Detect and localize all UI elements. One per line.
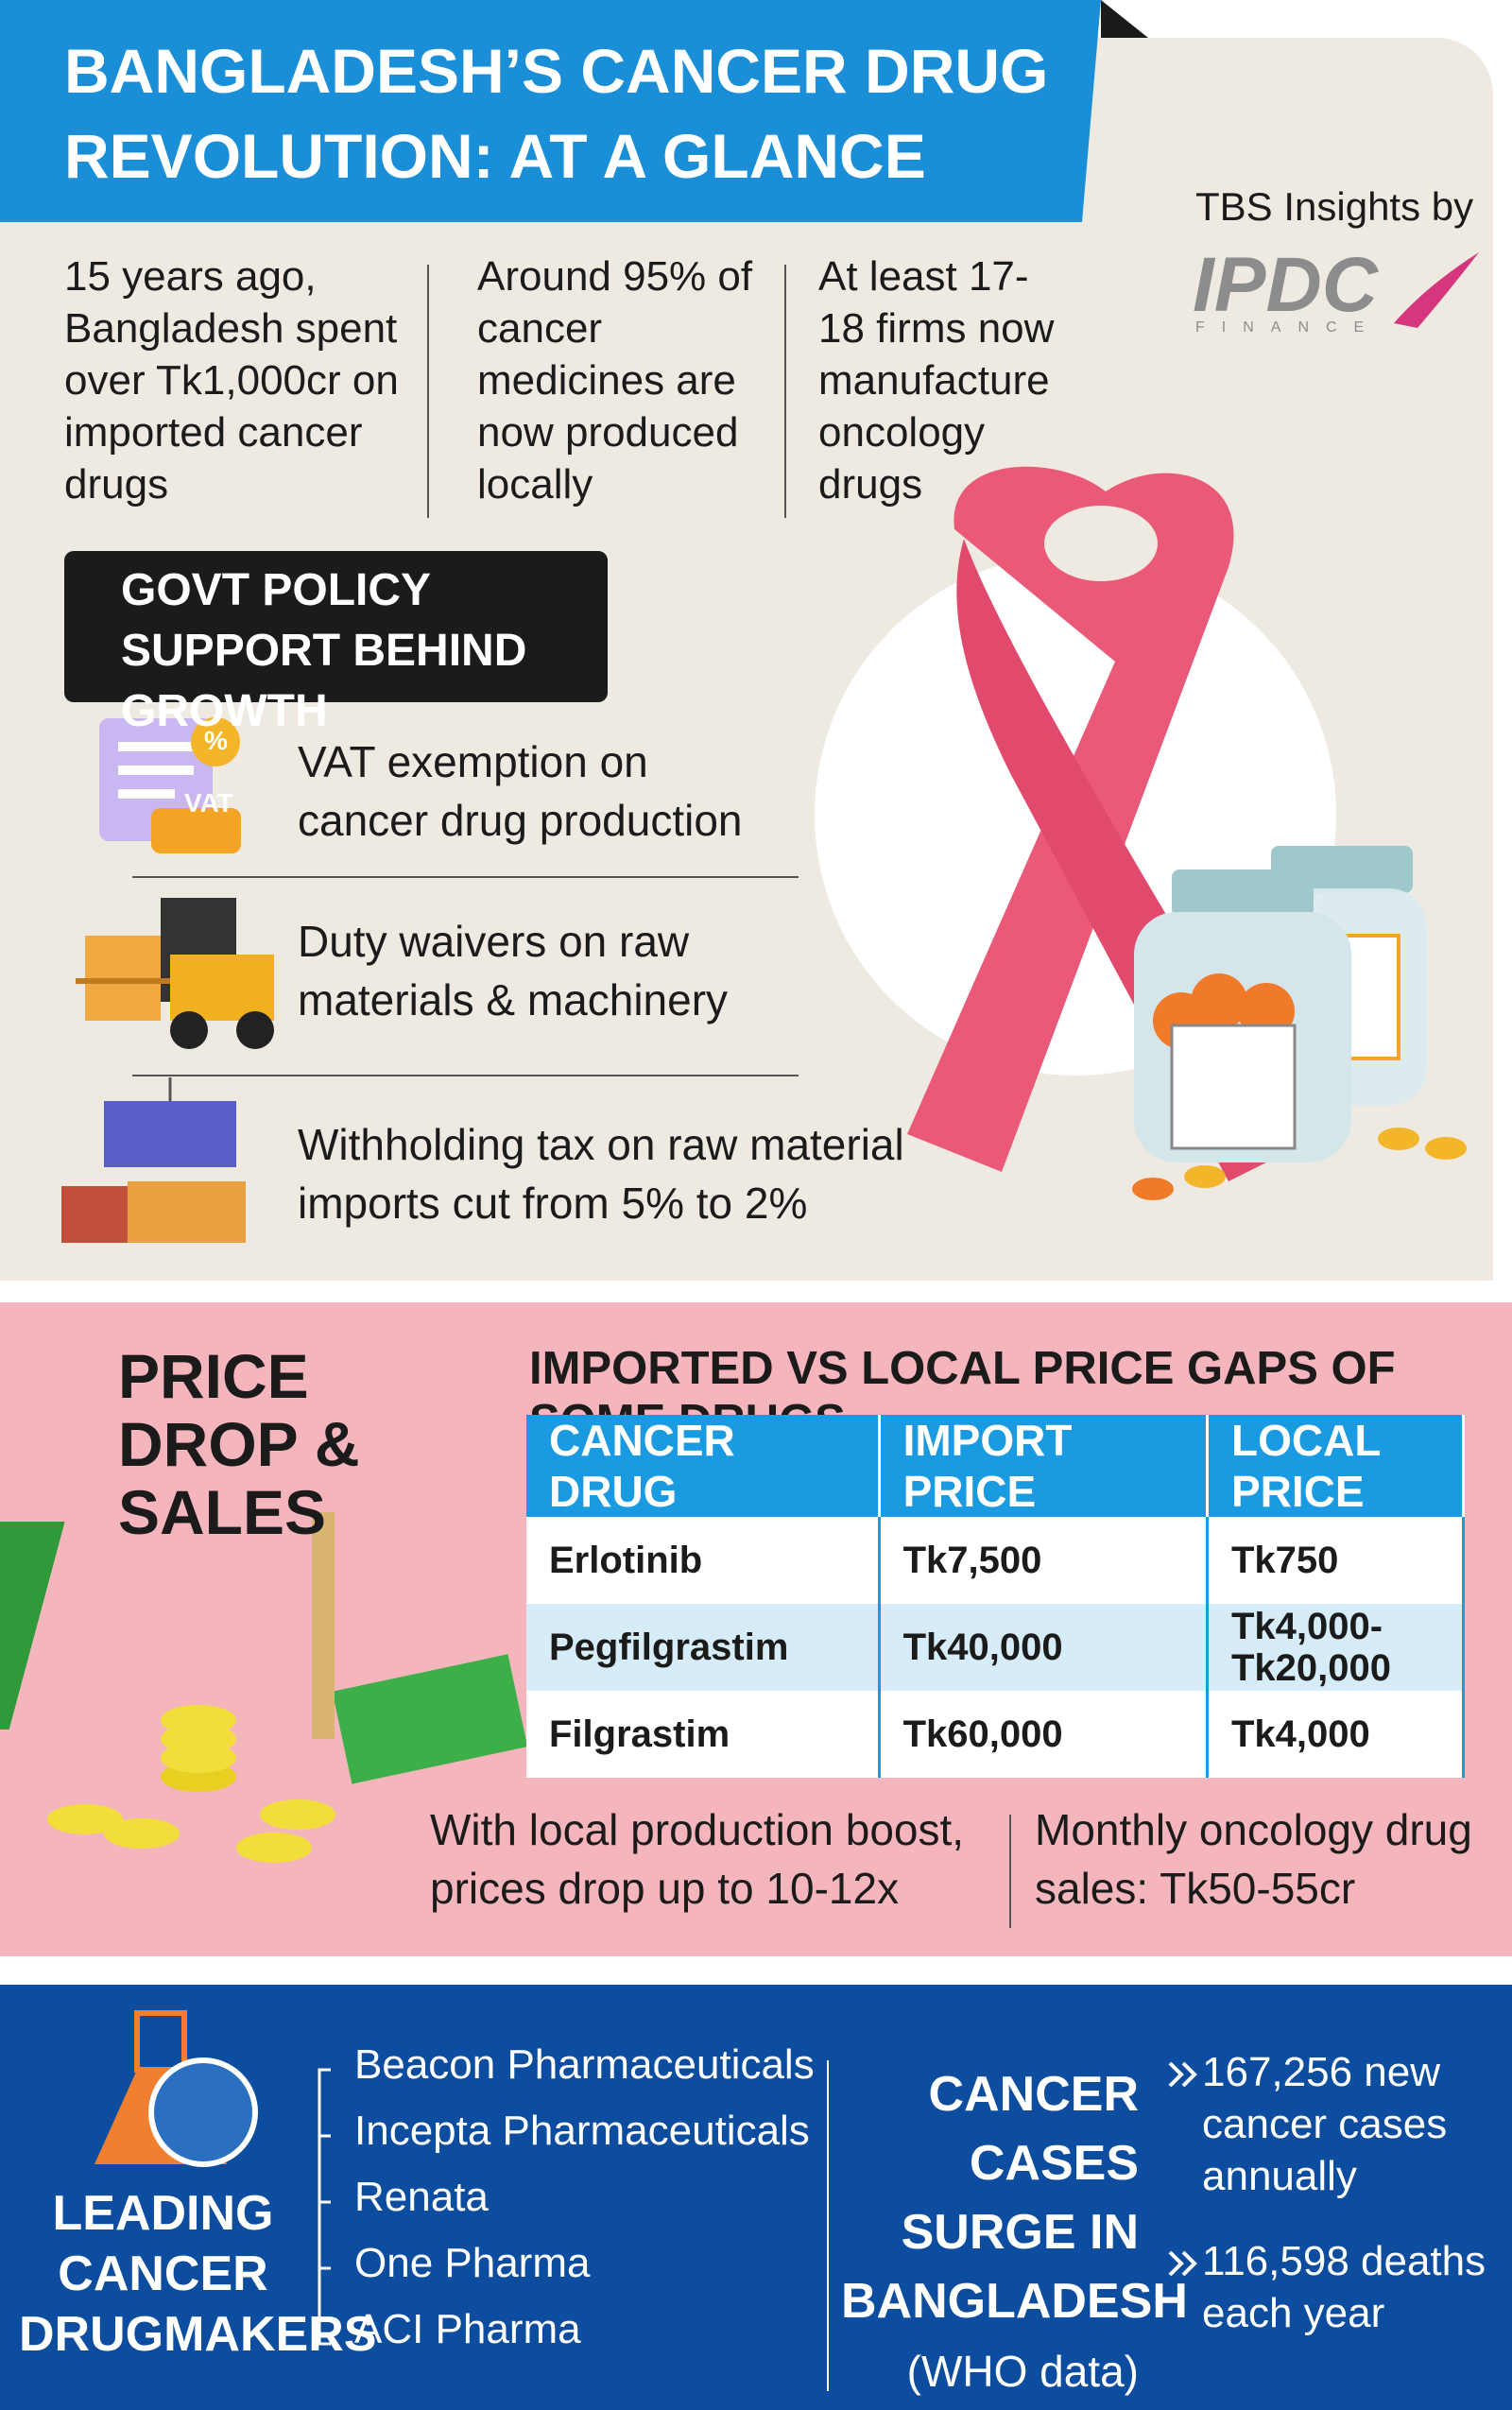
- table-cell: Tk40,000: [879, 1604, 1210, 1691]
- price-table: CANCER DRUG IMPORT PRICE LOCAL PRICE Erloti…: [526, 1415, 1465, 1778]
- table-cell: Tk60,000: [879, 1691, 1210, 1778]
- vat-icon-art: [99, 717, 241, 853]
- table-cell: Tk4,000-Tk20,000: [1207, 1604, 1465, 1691]
- policy-item: Withholding tax on raw material imports …: [298, 1120, 904, 1228]
- policy-title: GOVT POLICY SUPPORT BEHIND GROWTH: [64, 551, 608, 736]
- column-header: CANCER DRUG: [526, 1415, 881, 1517]
- table-cell: Tk7,500: [879, 1517, 1210, 1604]
- divider: [427, 265, 429, 518]
- company-list: Beacon Pharmaceuticals Incepta Pharmaceut…: [354, 2041, 815, 2372]
- policy-item: VAT exemption on cancer drug production: [298, 737, 743, 845]
- company: Incepta Pharmaceuticals: [354, 2108, 810, 2154]
- logo-swoosh: [1394, 252, 1479, 328]
- table-row: Filgrastim Tk60,000 Tk4,000: [526, 1691, 1465, 1778]
- container-art: [61, 1077, 246, 1243]
- credit: TBS Insights by: [1195, 184, 1474, 229]
- divider: [784, 265, 786, 518]
- stat: Around 95% of cancer medicines are now p…: [477, 253, 753, 508]
- fact: 116,598 deaths each year: [1202, 2238, 1486, 2336]
- divider: [132, 1075, 799, 1076]
- price-title: PRICE DROP & SALES: [118, 1341, 360, 1547]
- table-cell: Tk750: [1207, 1517, 1465, 1604]
- divider: [827, 2060, 829, 2391]
- table-row: Pegfilgrastim Tk40,000 Tk4,000-Tk20,000: [526, 1604, 1465, 1691]
- policy-title-text: GOVT POLICY SUPPORT BEHIND GROWTH: [121, 565, 527, 736]
- title: BANGLADESH’S CANCER DRUG REVOLUTION: AT …: [64, 36, 1049, 191]
- column-header: IMPORT PRICE: [879, 1415, 1210, 1517]
- table-cell: Filgrastim: [526, 1691, 881, 1778]
- money-art: [0, 1512, 528, 1863]
- company: Beacon Pharmaceuticals: [354, 2041, 815, 2088]
- divider: [1009, 1815, 1011, 1928]
- fact: 167,256 new cancer cases annually: [1202, 2049, 1448, 2199]
- logo: IPDC: [1193, 242, 1378, 328]
- table-header: CANCER DRUG IMPORT PRICE LOCAL PRICE: [526, 1415, 1465, 1517]
- forklift-art: [76, 898, 274, 1049]
- table-cell: Tk4,000: [1207, 1691, 1465, 1778]
- policy-item: Duty waivers on raw materials & machiner…: [298, 917, 729, 1024]
- drugmakers-title: LEADING CANCER DRUGMAKERS: [19, 2186, 377, 2362]
- divider: [132, 876, 799, 878]
- table-cell: Erlotinib: [526, 1517, 881, 1604]
- stat: At least 17-18 firms now manufacture onc…: [818, 253, 1055, 508]
- cases-title-text: CANCER CASES SURGE IN BANGLADESH: [841, 2067, 1188, 2329]
- company: One Pharma: [354, 2240, 591, 2286]
- flask-art: [94, 2010, 258, 2167]
- logo-sub: FINANCE: [1195, 319, 1382, 336]
- table-row: Erlotinib Tk7,500 Tk750: [526, 1517, 1465, 1604]
- cases-title: CANCER CASES SURGE IN BANGLADESH (WHO dat…: [841, 2060, 1188, 2406]
- table-cell: Pegfilgrastim: [526, 1604, 881, 1691]
- column-header: LOCAL PRICE: [1207, 1415, 1465, 1517]
- cases-source: (WHO data): [906, 2347, 1139, 2396]
- company: ACI Pharma: [354, 2306, 581, 2352]
- vat-icon-label: VAT: [184, 788, 233, 818]
- company: Renata: [354, 2174, 489, 2220]
- note: With local production boost, prices drop…: [430, 1805, 965, 1913]
- note: Monthly oncology drug sales: Tk50-55cr: [1035, 1805, 1472, 1913]
- stat: 15 years ago, Bangladesh spent over Tk1,…: [64, 253, 399, 508]
- vat-icon-badge: %: [204, 726, 228, 755]
